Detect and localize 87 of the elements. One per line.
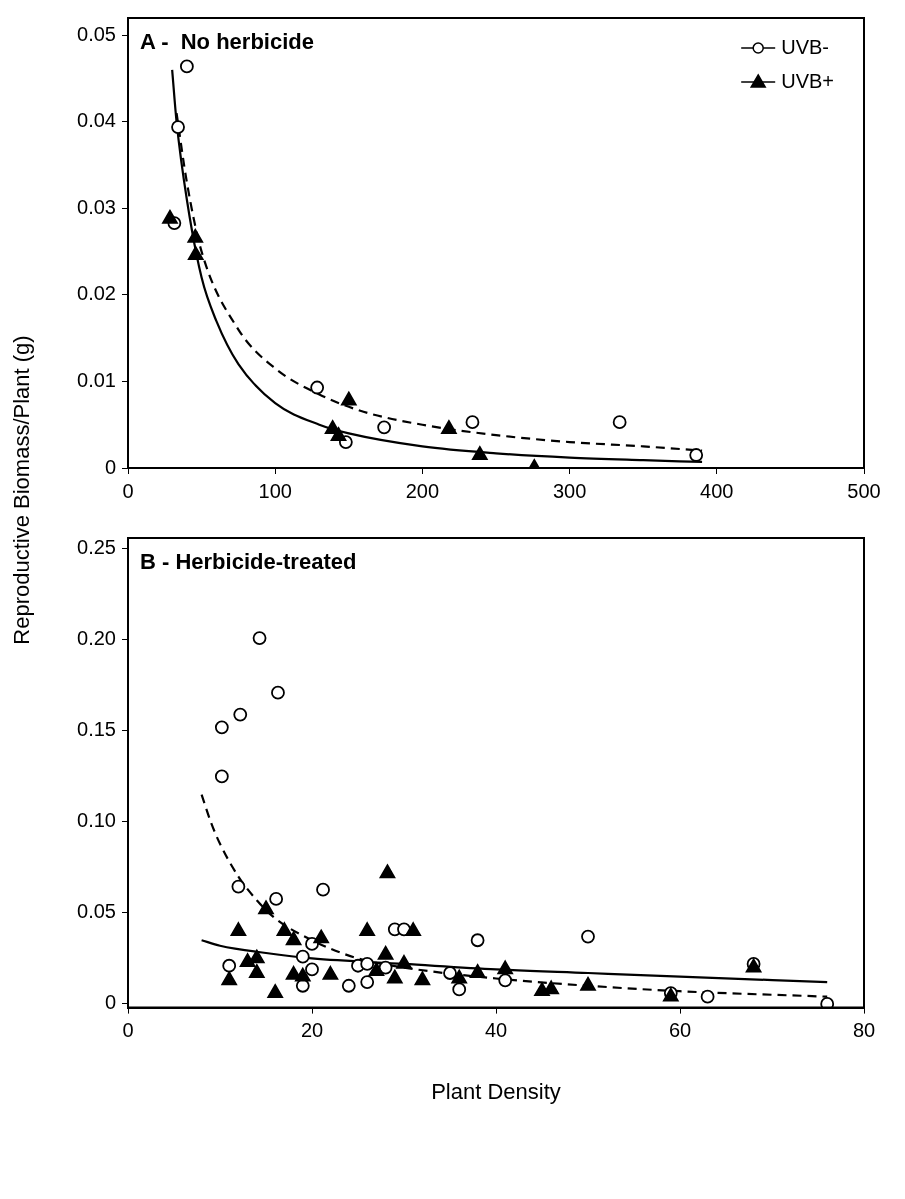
point: [310, 380, 325, 395]
text: A - No herbicide: [140, 29, 314, 55]
x-tick-label: 200: [405, 479, 440, 502]
point: [233, 707, 248, 722]
y-tick-label: 0: [104, 455, 116, 478]
point: [700, 989, 715, 1004]
point: [452, 982, 467, 997]
point: [377, 945, 394, 960]
legend-label: UVB+: [781, 69, 835, 92]
point: [359, 922, 376, 937]
point: [231, 879, 246, 894]
x-tick-label: 100: [258, 479, 292, 502]
point: [179, 59, 194, 74]
point: [341, 978, 356, 993]
point: [295, 949, 310, 964]
x-tick-label: 0: [122, 479, 134, 502]
y-tick-label: 0.25: [77, 536, 116, 559]
point: [820, 997, 835, 1008]
point: [313, 929, 330, 944]
x-tick-label: 60: [668, 1019, 692, 1042]
point: [322, 965, 339, 980]
point: [316, 882, 330, 897]
point: [396, 955, 412, 969]
point: [222, 958, 237, 973]
point: [405, 922, 422, 937]
legend-label: UVB-: [781, 35, 829, 58]
point: [471, 446, 488, 460]
y-tick-label: 0.05: [77, 900, 116, 923]
point: [305, 962, 319, 977]
point: [267, 984, 284, 998]
point: [187, 228, 204, 243]
point: [187, 246, 204, 261]
point: [441, 420, 457, 434]
y-tick-label: 0: [104, 991, 116, 1014]
point: [451, 969, 468, 984]
point: [497, 960, 514, 975]
y-tick-label: 0.05: [77, 22, 116, 45]
point: [276, 922, 293, 937]
point: [258, 900, 274, 915]
x-tick-label: 300: [552, 479, 587, 502]
point: [294, 967, 311, 982]
point: [581, 929, 595, 944]
point: [379, 864, 396, 879]
point: [230, 922, 247, 937]
point: [414, 971, 431, 986]
point: [580, 976, 596, 991]
point: [378, 960, 393, 975]
point: [469, 964, 486, 978]
x-tick-label: 500: [847, 479, 881, 502]
point: [386, 969, 403, 984]
x-tick-label: 0: [122, 1019, 134, 1042]
point: [162, 209, 178, 224]
point: [214, 769, 229, 784]
y-tick-label: 0.10: [77, 809, 116, 832]
x-tick-label: 40: [484, 1019, 508, 1042]
point: [612, 415, 627, 430]
text: B - Herbicide-treated: [140, 549, 357, 575]
point: [360, 975, 375, 990]
x-tick-label: 80: [852, 1019, 876, 1042]
point: [248, 964, 265, 978]
y-tick-label: 0.01: [77, 368, 116, 391]
y-tick-label: 0.04: [77, 109, 116, 132]
point: [330, 427, 347, 441]
point: [252, 631, 267, 646]
point: [360, 957, 375, 971]
point: [368, 962, 385, 977]
y-tick-label: 0.02: [77, 282, 116, 305]
x-tick-label: 20: [300, 1019, 324, 1042]
y-axis-title: Reproductive Biomass/Plant (g): [9, 335, 35, 645]
y-tick-label: 0.03: [77, 195, 116, 218]
x-axis-title: Plant Density: [431, 1078, 561, 1104]
point: [443, 966, 457, 980]
point: [214, 720, 229, 735]
point: [221, 971, 238, 986]
point: [269, 892, 284, 906]
x-tick-label: 400: [700, 479, 734, 502]
point: [171, 120, 185, 134]
y-tick-label: 0.20: [77, 627, 116, 650]
point: [285, 931, 302, 946]
point: [377, 420, 392, 435]
point: [689, 448, 704, 462]
point: [465, 415, 480, 430]
y-tick-label: 0.15: [77, 718, 116, 741]
point: [271, 685, 285, 700]
point: [470, 933, 485, 948]
point: [498, 973, 513, 988]
point: [340, 391, 357, 406]
